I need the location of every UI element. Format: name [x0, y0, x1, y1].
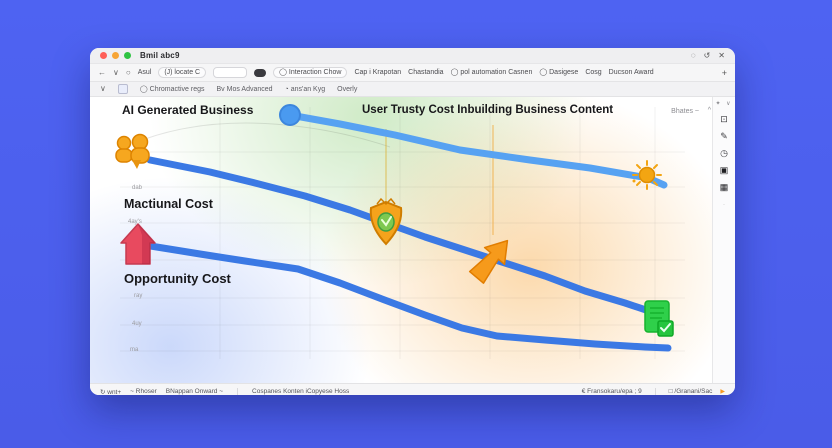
status-bar: ↻ wnt+ ~ Rhoser BNappan Onward ~ Cospane…	[90, 383, 735, 395]
status-onward-item[interactable]: BNappan Onward ~	[165, 388, 224, 395]
status-counter-item[interactable]: € Fransokaru/epa ; 9	[581, 388, 642, 395]
play-arrow-icon[interactable]: ▶	[720, 389, 725, 395]
close-icon[interactable]: ✕	[718, 51, 725, 60]
axis-tick-3: ray	[134, 293, 143, 299]
bookmarks-bar: ∨ ◯ Chromactive regs Bv Mos Advanced ◔ a…	[90, 82, 735, 97]
toolbar-dark-button[interactable]	[254, 68, 267, 77]
axis-tick-4: 4uy	[132, 321, 142, 327]
people-icon	[115, 133, 150, 169]
grid-lines	[120, 107, 685, 359]
favicon-icon[interactable]	[117, 84, 128, 94]
status-path-item[interactable]: □ /Granani/Sac	[668, 388, 713, 395]
cost-decline-chart: AI Generated Business User Trusty Cost I…	[90, 97, 713, 383]
toolbar-item-locate[interactable]: (J) locate C	[158, 67, 207, 78]
window-title: Bmil abc9	[140, 51, 180, 60]
back-icon[interactable]: ←	[98, 67, 106, 77]
toolbar-item-asul[interactable]: Asul	[137, 69, 152, 76]
chart-meta-label[interactable]: Bhates ~	[671, 108, 699, 115]
line-opportunity	[134, 240, 672, 352]
shield-badge-icon	[369, 197, 403, 246]
toolbar-item-interaction[interactable]: ◯ Interaction Chow	[273, 67, 348, 78]
toolbar-item-dasigese[interactable]: ◯ Dasigese	[539, 69, 579, 76]
label-ai-generated-business: AI Generated Business	[122, 103, 254, 117]
minimize-window-button[interactable]	[112, 52, 119, 59]
reload-icon[interactable]: ○	[125, 67, 131, 77]
right-side-rail: ✦ ∨ ⊡ ✎ ◷ ▣ ▦ ·	[712, 97, 735, 383]
chevron-down-icon[interactable]: ∨	[113, 67, 119, 77]
bookmark-item-chromactive[interactable]: ◯ Chromactive regs	[139, 86, 205, 93]
label-user-trusty-cost: User Trusty Cost Inbuilding Business Con…	[362, 104, 614, 116]
status-divider-2	[654, 387, 656, 395]
refresh-icon[interactable]: ↺	[703, 51, 711, 60]
axis-tick-1: dab	[132, 185, 143, 191]
chart-canvas	[90, 97, 713, 383]
toolbar-item-ducson[interactable]: Ducson Award	[608, 69, 654, 76]
bookmark-item-ansan[interactable]: ◔ ans'an Kyg	[284, 85, 326, 93]
history-clock-icon[interactable]: ◷	[720, 148, 728, 158]
line-ai-generated	[146, 156, 659, 317]
bookmark-item-overly[interactable]: Overly	[337, 85, 358, 93]
restore-icon[interactable]: ◌	[690, 51, 696, 60]
status-refresh-item[interactable]: ↻ wnt+	[100, 388, 122, 396]
add-icon[interactable]: +	[721, 67, 727, 78]
house-icon	[120, 223, 156, 265]
toolbar-item-chastandia[interactable]: Chastandia	[408, 69, 444, 76]
status-copy-text: Cospanes Konten iCopyese Hoss	[252, 388, 350, 395]
line-user-trust	[286, 111, 668, 189]
edit-pen-icon[interactable]: ✎	[720, 131, 728, 141]
toolbar-item-cosg[interactable]: Cosg	[585, 69, 602, 76]
traffic-lights	[100, 52, 131, 59]
axis-tick-5: ma	[130, 347, 139, 353]
browser-window: Bmil abc9 ◌ ↺ ✕ ← ∨ ○ Asul (J) locate C …	[90, 48, 735, 395]
address-input[interactable]	[213, 67, 248, 78]
status-left-group: ↻ wnt+ ~ Rhoser BNappan Onward ~ Cospane…	[100, 387, 350, 396]
status-right-group: € Fransokaru/epa ; 9 □ /Granani/Sac ▶	[581, 387, 725, 395]
monitor-icon[interactable]: ▣	[719, 165, 729, 175]
document-check-icon	[644, 300, 674, 337]
bookmark-item-advanced[interactable]: Bv Mos Advanced	[216, 85, 273, 93]
start-point-dot	[279, 104, 301, 126]
toolbar-item-cap[interactable]: Cap i Krapotan	[354, 69, 402, 76]
label-opportunity-cost: Opportunity Cost	[124, 271, 231, 286]
status-rhoser-item[interactable]: ~ Rhoser	[130, 388, 157, 395]
collapse-caret-icon[interactable]: ^	[707, 107, 711, 114]
cursor-arrow-icon	[468, 239, 509, 284]
bookmarks-chevron-icon[interactable]: ∨	[100, 84, 106, 93]
toolbar-item-automation[interactable]: ◯ pol automation Casnen	[450, 69, 533, 76]
label-mactiunal-cost: Mactiunal Cost	[124, 197, 213, 211]
sun-icon	[632, 160, 662, 190]
axis-tick-2: 4ay's	[128, 219, 142, 225]
page-content: AI Generated Business User Trusty Cost I…	[90, 97, 735, 383]
grid-panel-icon[interactable]: ▦	[719, 182, 729, 192]
zoom-window-button[interactable]	[124, 52, 131, 59]
title-bar: Bmil abc9 ◌ ↺ ✕	[90, 48, 735, 63]
rail-dot: ·	[723, 202, 725, 208]
browser-toolbar: ← ∨ ○ Asul (J) locate C ◯ Interaction Ch…	[90, 63, 735, 82]
status-divider	[237, 387, 239, 395]
close-window-button[interactable]	[100, 52, 107, 59]
rail-top-glyphs: ✦ ∨	[715, 101, 733, 107]
faint-curve	[144, 122, 391, 148]
window-controls: ◌ ↺ ✕	[691, 51, 725, 60]
screenshot-icon[interactable]: ⊡	[720, 114, 728, 124]
